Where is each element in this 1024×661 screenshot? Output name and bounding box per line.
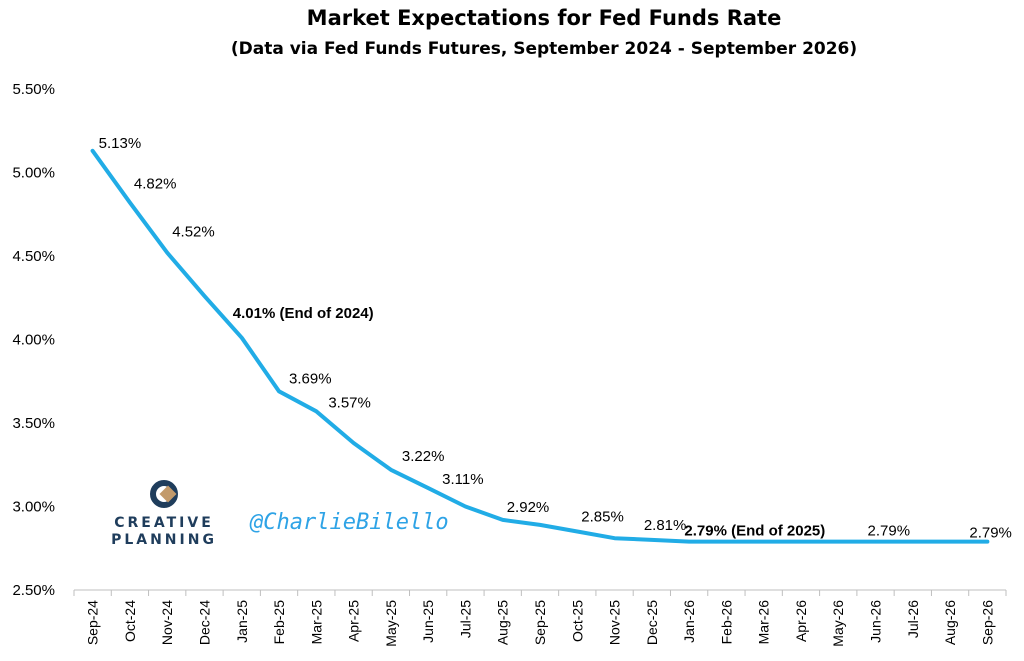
author-handle: @CharlieBilello	[250, 510, 449, 535]
data-label: 3.57%	[328, 394, 371, 411]
x-tick-label: Mar-26	[756, 600, 772, 645]
x-tick-label: Mar-25	[308, 600, 324, 645]
data-label: 5.13%	[99, 135, 142, 152]
data-label: 2.79%	[868, 523, 911, 540]
data-point	[614, 537, 616, 539]
data-point	[763, 541, 765, 543]
data-point	[651, 539, 653, 541]
data-point	[837, 541, 839, 543]
data-label: 2.79% (End of 2025)	[684, 523, 825, 540]
x-tick-label: Jan-25	[234, 600, 250, 643]
data-point	[92, 150, 94, 152]
x-tick-label: Aug-26	[942, 600, 958, 645]
data-label: 4.01% (End of 2024)	[233, 305, 374, 322]
data-point	[203, 295, 205, 297]
data-label: 4.82%	[134, 176, 177, 193]
x-tick-label: Sep-25	[532, 600, 548, 645]
data-label: 2.85%	[581, 509, 624, 526]
data-labels: 5.13% 4.82% 4.52% 4.01% (End of 2024) 3.69% 3…	[99, 135, 1012, 542]
x-tick-label: Dec-25	[644, 600, 660, 645]
y-tick-label: 4.50%	[12, 248, 55, 265]
x-tick-label: Feb-25	[271, 600, 287, 645]
data-point	[166, 252, 168, 254]
data-point	[949, 541, 951, 543]
y-tick-label: 5.00%	[12, 165, 55, 182]
x-tick-label: Apr-26	[793, 600, 809, 642]
x-tick-label: May-25	[383, 600, 399, 647]
data-point	[688, 541, 690, 543]
data-label: 2.92%	[507, 499, 550, 516]
x-tick-label: Nov-24	[159, 600, 175, 645]
data-label: 2.79%	[969, 525, 1012, 542]
data-point	[278, 390, 280, 392]
y-axis: 2.50% 3.00% 3.50% 4.00% 4.50% 5.00% 5.50%	[12, 81, 55, 599]
x-tick-label: Aug-25	[495, 600, 511, 645]
y-tick-label: 3.00%	[12, 499, 55, 516]
data-point	[875, 541, 877, 543]
x-tick-label: Apr-25	[346, 600, 362, 642]
data-point	[427, 487, 429, 489]
x-tick-label: Sep-24	[85, 600, 101, 645]
y-tick-label: 3.50%	[12, 415, 55, 432]
logo-line-2: PLANNING	[111, 532, 217, 548]
series-line-group	[90, 148, 990, 544]
logo-line-1: CREATIVE	[114, 515, 214, 531]
data-point	[353, 442, 355, 444]
logo-mark-icon	[150, 480, 178, 508]
data-label: 3.69%	[289, 370, 332, 387]
data-point	[390, 469, 392, 471]
data-point	[502, 519, 504, 521]
data-point	[725, 541, 727, 543]
y-tick-label: 2.50%	[12, 582, 55, 599]
data-label: 3.11%	[442, 471, 483, 488]
x-axis: Sep-24 Oct-24 Nov-24 Dec-24 Jan-25 Feb-25 Mar-…	[73, 589, 1007, 647]
data-point	[241, 337, 243, 339]
x-tick-label: Jul-26	[905, 600, 921, 638]
data-point	[986, 541, 988, 543]
data-point	[315, 410, 317, 412]
chart-title: Market Expectations for Fed Funds Rate	[307, 6, 782, 30]
x-tick-label: Dec-24	[196, 600, 212, 645]
data-point	[576, 531, 578, 533]
x-tick-label: Nov-25	[607, 600, 623, 645]
data-point	[912, 541, 914, 543]
data-point	[539, 524, 541, 526]
data-point	[464, 506, 466, 507]
x-tick-label: Jul-25	[457, 600, 473, 638]
x-tick-label: Oct-25	[569, 600, 585, 642]
x-tick-label: Jun-25	[420, 600, 436, 643]
x-tick-label: Jun-26	[868, 600, 884, 643]
data-label: 2.81%	[644, 517, 687, 534]
x-tick-label: Feb-26	[718, 600, 734, 645]
data-point	[800, 541, 802, 543]
x-tick-label: May-26	[830, 600, 846, 647]
x-tick-label: Sep-26	[979, 600, 995, 645]
data-label: 4.52%	[172, 224, 215, 241]
creative-planning-logo: CREATIVE PLANNING	[108, 480, 220, 550]
y-tick-label: 5.50%	[12, 81, 55, 98]
data-point	[129, 202, 131, 204]
data-label: 3.22%	[402, 448, 445, 465]
x-tick-label: Jan-26	[681, 600, 697, 643]
chart-subtitle: (Data via Fed Funds Futures, September 2…	[231, 39, 857, 59]
y-tick-label: 4.00%	[12, 332, 55, 349]
x-tick-label: Oct-24	[122, 600, 138, 642]
series-line	[90, 148, 990, 544]
